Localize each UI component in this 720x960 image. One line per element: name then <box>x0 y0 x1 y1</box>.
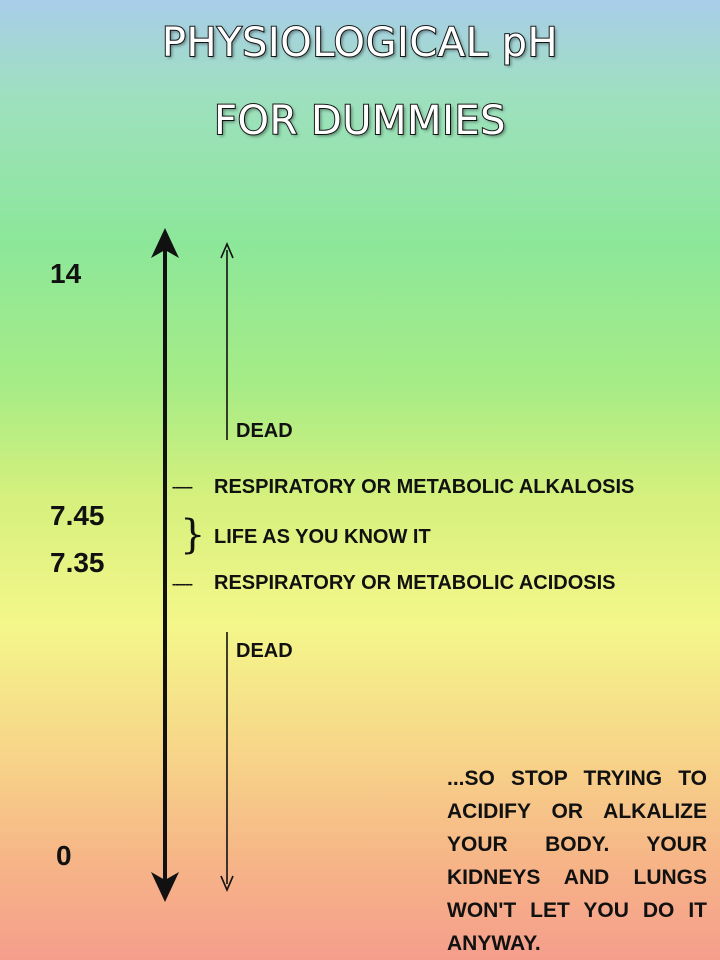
title-line-1: PHYSIOLOGICAL pH <box>161 19 559 67</box>
label-alkalosis: RESPIRATORY OR METABOLIC ALKALOSIS <box>214 476 635 498</box>
alkalosis-dash: ------ <box>172 479 193 494</box>
tick-0: 0 <box>56 840 72 871</box>
label-life: LIFE AS YOU KNOW IT <box>214 526 431 548</box>
closing-note: ...SO STOP TRYING TO ACIDIFY OR ALKALIZE… <box>447 762 707 960</box>
label-dead-top: DEAD <box>236 420 293 442</box>
note-line-3: YOUR BODY. YOUR <box>447 833 707 856</box>
title-line-2: FOR DUMMIES <box>213 97 507 145</box>
lower-dead-arrowhead <box>220 875 234 893</box>
note-line-4: KIDNEYS AND LUNGS <box>447 866 707 889</box>
tick-7-45: 7.45 <box>50 500 105 531</box>
upper-dead-arrowhead <box>220 241 234 259</box>
note-line-1: ...SO STOP TRYING TO <box>447 767 707 790</box>
tick-7-35: 7.35 <box>50 547 105 578</box>
note-line-6: ANYWAY. <box>447 932 541 955</box>
life-range-brace: } <box>180 512 206 558</box>
note-line-2: ACIDIFY OR ALKALIZE <box>447 800 707 823</box>
label-acidosis: RESPIRATORY OR METABOLIC ACIDOSIS <box>214 572 616 594</box>
main-axis-down-arrowhead <box>151 872 179 902</box>
main-axis-up-arrowhead <box>151 228 179 258</box>
acidosis-dash: ------ <box>172 576 193 591</box>
tick-14: 14 <box>50 258 82 289</box>
label-dead-bottom: DEAD <box>236 640 293 662</box>
note-line-5: WON'T LET YOU DO IT <box>447 899 707 922</box>
